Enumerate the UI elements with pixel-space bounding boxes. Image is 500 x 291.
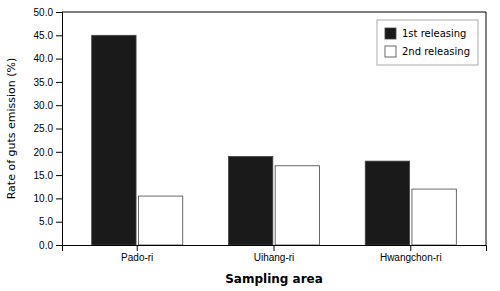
y-tick: 5.0 (39, 216, 62, 227)
x-tick: Hwangchon-ri (380, 245, 442, 263)
y-tick: 50.0 (34, 7, 62, 18)
x-tick-label: Hwangchon-ri (380, 252, 442, 263)
bar (138, 196, 182, 245)
y-tick-label: 15.0 (34, 170, 54, 181)
y-axis-title: Rate of guts emission (%) (5, 58, 18, 200)
x-axis-title: Sampling area (225, 272, 323, 286)
legend-label: 2nd releasing (402, 46, 470, 57)
bars (92, 35, 457, 245)
y-tick: 0.0 (39, 240, 62, 251)
y-tick-label: 45.0 (34, 30, 54, 41)
y-tick-mark (56, 59, 62, 60)
y-tick-mark (56, 198, 62, 199)
y-tick-mark (56, 35, 62, 36)
bar (365, 161, 409, 245)
legend-swatch (385, 46, 396, 57)
y-tick: 30.0 (34, 100, 62, 111)
legend: 1st releasing 2nd releasing (377, 20, 478, 65)
y-tick-mark (56, 175, 62, 176)
x-axis: Pado-ri Uihang-ri Hwangchon-ri (63, 245, 487, 263)
y-tick-label: 0.0 (39, 240, 53, 251)
y-tick-label: 50.0 (34, 7, 54, 18)
legend-item: 1st releasing (385, 28, 466, 39)
frame (62, 12, 486, 13)
y-tick-mark (56, 129, 62, 130)
y-tick: 45.0 (34, 30, 62, 41)
chart: 0.0 5.0 10.0 15.0 20.0 25.0 30.0 35.0 40.0 45.0 50… (0, 0, 500, 291)
y-tick: 20.0 (34, 147, 62, 158)
bar (92, 35, 136, 245)
y-tick-mark (56, 105, 62, 106)
x-tick-mark (274, 245, 275, 251)
y-tick: 35.0 (34, 77, 62, 88)
legend-box (377, 20, 478, 65)
y-axis-line (56, 13, 63, 246)
y-tick-mark (56, 222, 62, 223)
plot: 0.0 5.0 10.0 15.0 20.0 25.0 30.0 35.0 40.0 45.0 50… (34, 7, 487, 263)
x-tick-mark (137, 245, 138, 251)
x-tick: Uihang-ri (254, 245, 295, 263)
x-tick-label: Pado-ri (121, 252, 153, 263)
x-tick-label: Uihang-ri (254, 252, 295, 263)
bar (228, 156, 272, 245)
bar (275, 166, 319, 245)
y-tick-label: 10.0 (34, 193, 54, 204)
y-tick-label: 35.0 (34, 77, 54, 88)
y-tick-mark (56, 82, 62, 83)
y-tick-label: 30.0 (34, 100, 54, 111)
y-tick: 15.0 (34, 170, 62, 181)
y-tick-label: 5.0 (39, 216, 53, 227)
x-axis-line (63, 246, 487, 252)
bar-series (92, 35, 410, 245)
y-axis: 0.0 5.0 10.0 15.0 20.0 25.0 30.0 35.0 40.0 45.0 50… (34, 7, 63, 251)
bar (412, 189, 456, 245)
bar-series (138, 166, 456, 245)
y-tick-mark (56, 152, 62, 153)
y-tick: 10.0 (34, 193, 62, 204)
y-tick-label: 20.0 (34, 147, 54, 158)
y-tick: 40.0 (34, 53, 62, 64)
legend-swatch (385, 28, 396, 39)
y-tick: 25.0 (34, 123, 62, 134)
x-tick: Pado-ri (121, 245, 153, 263)
y-tick-label: 25.0 (34, 123, 54, 134)
legend-item: 2nd releasing (385, 46, 470, 57)
x-tick-mark (410, 245, 411, 251)
y-tick-mark (56, 12, 62, 13)
frame (486, 12, 487, 245)
y-tick-label: 40.0 (34, 53, 54, 64)
y-tick-mark (56, 245, 62, 246)
legend-label: 1st releasing (402, 28, 466, 39)
